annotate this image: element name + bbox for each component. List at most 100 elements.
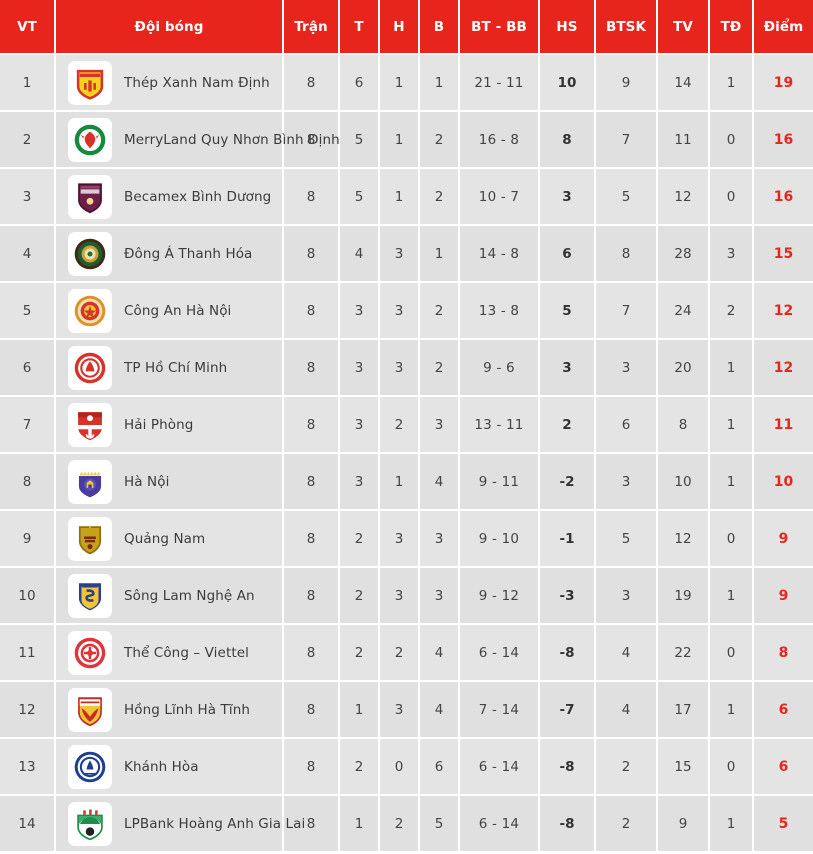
table-row[interactable]: 8 Hà Nội 8 3 1 4 9 - 11 -2 3 10 1 10 [0, 453, 813, 511]
cell-position: 11 [0, 624, 56, 682]
team-entry[interactable]: Becamex Bình Dương [56, 174, 282, 219]
cell-btsk: 7 [595, 282, 658, 340]
team-entry[interactable]: Hồng Lĩnh Hà Tĩnh [56, 687, 282, 732]
team-entry[interactable]: Công An Hà Nội [56, 288, 282, 333]
cell-losses: 2 [419, 168, 460, 226]
cell-points: 9 [753, 567, 813, 625]
table-row[interactable]: 6 TP Hồ Chí Minh 8 3 3 2 9 - 6 3 3 20 1 12 [0, 339, 813, 397]
cell-position: 10 [0, 567, 56, 625]
cell-btsk: 6 [595, 396, 658, 454]
header-cell-goals[interactable]: BT - BB [459, 0, 540, 55]
cell-wins: 2 [339, 624, 380, 682]
team-entry[interactable]: TP Hồ Chí Minh [56, 345, 282, 390]
cell-wins: 2 [339, 510, 380, 568]
team-entry[interactable]: Sông Lam Nghệ An [56, 573, 282, 618]
ha-noi-logo [68, 459, 112, 504]
cell-yellow-cards: 22 [657, 624, 710, 682]
cell-losses: 4 [419, 624, 460, 682]
cell-losses: 3 [419, 510, 460, 568]
table-row[interactable]: 10 Sông Lam Nghệ An 8 2 3 3 9 - 12 -3 3 19 1 9 [0, 567, 813, 625]
cell-losses: 2 [419, 111, 460, 169]
cell-btsk: 9 [595, 54, 658, 112]
hai-phong-logo [68, 402, 112, 447]
cell-goals: 16 - 8 [459, 111, 540, 169]
team-entry[interactable]: LPBank Hoàng Anh Gia Lai [56, 801, 305, 846]
cell-goals: 6 - 14 [459, 624, 540, 682]
table-row[interactable]: 14 LPBank Hoàng Anh Gia Lai 8 1 2 5 6 - 14 -8 2 9… [0, 795, 813, 853]
cell-goals: 21 - 11 [459, 54, 540, 112]
team-entry[interactable]: Hải Phòng [56, 402, 282, 447]
team-name-label: Hồng Lĩnh Hà Tĩnh [124, 701, 251, 718]
team-name-label: Hải Phòng [124, 416, 194, 433]
hagl-logo [68, 801, 112, 846]
cell-btsk: 3 [595, 567, 658, 625]
cell-btsk: 3 [595, 453, 658, 511]
cell-played: 8 [283, 111, 340, 169]
table-row[interactable]: 5 Công An Hà Nội 8 3 3 2 13 - 8 5 7 24 2 12 [0, 282, 813, 340]
cell-draws: 3 [379, 510, 420, 568]
cell-btsk: 5 [595, 510, 658, 568]
nam-dinh-logo [68, 60, 112, 105]
cell-goal-diff: 6 [539, 225, 596, 283]
table-row[interactable]: 9 Quảng Nam 8 2 3 3 9 - 10 -1 5 12 0 9 [0, 510, 813, 568]
cell-team: Hồng Lĩnh Hà Tĩnh [55, 681, 284, 739]
header-cell-position[interactable]: VT [0, 0, 56, 55]
table-row[interactable]: 11 Thể Công – Viettel 8 2 2 4 6 - 14 -8 4 22 0 8 [0, 624, 813, 682]
quang-nam-logo [68, 516, 112, 561]
cell-goal-diff: -1 [539, 510, 596, 568]
cell-played: 8 [283, 282, 340, 340]
cell-points: 6 [753, 738, 813, 796]
team-entry[interactable]: Quảng Nam [56, 516, 282, 561]
header-cell-yellow[interactable]: TV [657, 0, 710, 55]
cell-goal-diff: -2 [539, 453, 596, 511]
cell-goals: 7 - 14 [459, 681, 540, 739]
cell-team: MerryLand Quy Nhơn Bình Định [55, 111, 340, 169]
header-cell-losses[interactable]: B [419, 0, 460, 55]
cell-losses: 6 [419, 738, 460, 796]
cell-position: 4 [0, 225, 56, 283]
cell-goal-diff: -8 [539, 795, 596, 853]
table-row[interactable]: 7 Hải Phòng 8 3 2 3 13 - 11 2 6 8 1 11 [0, 396, 813, 454]
team-entry[interactable]: Hà Nội [56, 459, 282, 504]
table-row[interactable]: 13 Khánh Hòa 8 2 0 6 6 - 14 -8 2 15 0 6 [0, 738, 813, 796]
cell-wins: 4 [339, 225, 380, 283]
header-cell-btsk[interactable]: BTSK [595, 0, 658, 55]
header-cell-wins[interactable]: T [339, 0, 380, 55]
team-entry[interactable]: Khánh Hòa [56, 744, 282, 789]
cell-points: 10 [753, 453, 813, 511]
team-entry[interactable]: Đông Á Thanh Hóa [56, 231, 282, 276]
table-row[interactable]: 12 Hồng Lĩnh Hà Tĩnh 8 1 3 4 7 - 14 -7 4 17 1 6 [0, 681, 813, 739]
team-name-label: Đông Á Thanh Hóa [124, 245, 253, 262]
team-entry[interactable]: MerryLand Quy Nhơn Bình Định [56, 117, 340, 162]
header-cell-team[interactable]: Đội bóng [55, 0, 284, 55]
header-cell-points[interactable]: Điểm [753, 0, 813, 55]
cell-team: Thể Công – Viettel [55, 624, 284, 682]
cell-played: 8 [283, 339, 340, 397]
cell-position: 2 [0, 111, 56, 169]
table-row[interactable]: 1 Thép Xanh Nam Định 8 6 1 1 21 - 11 10 9 14 1 19 [0, 54, 813, 112]
team-name-label: Thể Công – Viettel [124, 644, 249, 661]
cell-draws: 3 [379, 225, 420, 283]
cell-losses: 2 [419, 282, 460, 340]
binh-duong-logo [68, 174, 112, 219]
cell-points: 12 [753, 339, 813, 397]
header-cell-red[interactable]: TĐ [709, 0, 754, 55]
cell-position: 9 [0, 510, 56, 568]
header-cell-played[interactable]: Trận [283, 0, 340, 55]
cell-played: 8 [283, 681, 340, 739]
cell-btsk: 2 [595, 795, 658, 853]
cell-yellow-cards: 8 [657, 396, 710, 454]
cell-position: 5 [0, 282, 56, 340]
header-cell-goal-diff[interactable]: HS [539, 0, 596, 55]
cell-losses: 5 [419, 795, 460, 853]
header-cell-draws[interactable]: H [379, 0, 420, 55]
team-entry[interactable]: Thép Xanh Nam Định [56, 60, 282, 105]
table-row[interactable]: 4 Đông Á Thanh Hóa 8 4 3 1 14 - 8 6 8 28 3 15 [0, 225, 813, 283]
cell-goals: 9 - 12 [459, 567, 540, 625]
cell-wins: 1 [339, 681, 380, 739]
cell-team: Hà Nội [55, 453, 284, 511]
table-row[interactable]: 3 Becamex Bình Dương 8 5 1 2 10 - 7 3 5 12 0 16 [0, 168, 813, 226]
cell-played: 8 [283, 168, 340, 226]
team-entry[interactable]: Thể Công – Viettel [56, 630, 282, 675]
